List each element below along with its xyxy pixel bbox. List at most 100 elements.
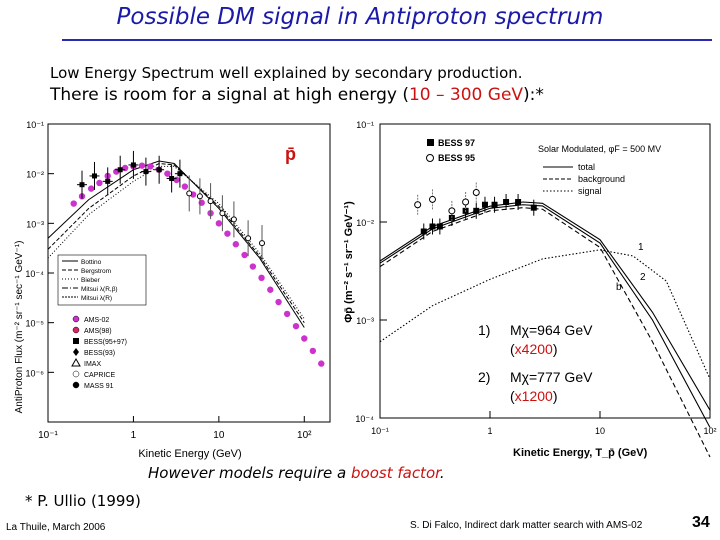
bess-data-point (130, 162, 136, 168)
ams02-data-point (181, 183, 189, 190)
left-figure: 10⁻¹ 1 10 10² 10⁻¹ 10⁻² 10⁻³ 10⁻⁴ 10⁻⁵ 10⁻⁶ p̄ Ki… (10, 112, 345, 467)
ams02-data-point (249, 263, 257, 270)
ams02-data-point (318, 360, 325, 367)
data-legend-marker (72, 326, 80, 334)
bess97-data-point (429, 223, 436, 230)
right-x-tick-label: 1 (487, 426, 492, 436)
bess-data-point (91, 173, 97, 179)
legend-label: BESS 97 (438, 138, 475, 148)
right-y-tick-label: 10⁻³ (356, 316, 374, 326)
page-title: Possible DM signal in Antiproton spectru… (116, 4, 604, 30)
curve-label: 2 (640, 272, 646, 283)
ams02-data-point (241, 251, 248, 259)
bess97-data-point (473, 207, 480, 214)
legend-label: BESS 95 (438, 153, 475, 163)
model-legend-label: Bottino (81, 259, 102, 266)
ams02-data-point (292, 322, 300, 330)
model-1-index: 1) (478, 322, 490, 338)
bess95-data-point (472, 188, 480, 196)
data-legend-label: CAPRICE (84, 372, 115, 379)
bess95-data-point (462, 198, 470, 206)
left-x-tick-label: 1 (131, 430, 137, 441)
citation: * P. Ullio (1999) (25, 492, 141, 510)
intro-line-1: Low Energy Spectrum well explained by se… (50, 64, 523, 82)
legend-title: Solar Modulated, φF = 500 MV (538, 144, 661, 154)
right-y-axis-label: Φp̄ (m⁻² s⁻¹ sr⁻¹ GeV⁻¹) (343, 201, 355, 323)
title-underline (62, 39, 712, 41)
right-x-tick-label: 10 (595, 426, 605, 436)
legend-marker (426, 154, 434, 162)
bess-data-point (143, 169, 149, 175)
bess95-data-point (448, 207, 456, 215)
boost-factor-note: However models require a boost factor. (148, 464, 445, 482)
ams02-data-point (309, 347, 317, 355)
ams02-data-point (283, 310, 291, 318)
ams02-data-point (267, 286, 274, 293)
curve-label: 1 (638, 242, 644, 253)
right-y-tick-label: 10⁻² (356, 218, 374, 228)
data-legend-label: BESS(93) (84, 350, 115, 357)
ams02-data-point (301, 335, 308, 342)
intro-line-2: There is room for a signal at high energ… (50, 85, 544, 105)
model-2-index: 2) (478, 369, 490, 385)
left-y-tick-label: 10⁻⁵ (26, 319, 45, 329)
bess-data-point (79, 182, 85, 188)
left-x-tick-label: 10² (297, 430, 312, 441)
right-y-tick-label: 10⁻⁴ (355, 414, 374, 424)
caprice-data-point (207, 198, 214, 205)
left-x-axis-label: Kinetic Energy (GeV) (138, 448, 241, 460)
data-legend-label: IMAX (84, 361, 101, 368)
caprice-data-point (196, 193, 203, 200)
footer-event: La Thuile, March 2006 (6, 522, 106, 533)
ams02-data-point (87, 185, 95, 192)
ams02-data-point (96, 179, 103, 187)
intro-line-2-prefix: There is room for a signal at high energ… (50, 85, 409, 105)
bess97-data-point (436, 223, 443, 230)
bess95-data-point (414, 201, 422, 209)
bess97-data-point (530, 204, 537, 211)
left-model-curve (47, 163, 305, 323)
model-1-boost-value: x4200 (515, 341, 553, 357)
left-x-tick-label: 10⁻¹ (38, 430, 58, 441)
model-legend-label: Bieber (81, 277, 101, 284)
legend-label: background (578, 174, 625, 184)
intro-line-2-suffix: ):* (523, 85, 544, 105)
data-legend-label: AMS(98) (84, 328, 112, 335)
right-plot-frame (379, 123, 711, 419)
data-legend-marker (72, 315, 80, 323)
bess97-data-point (503, 198, 510, 205)
right-x-tick-label: 10² (703, 426, 716, 436)
footer-author: S. Di Falco, Indirect dark matter search… (410, 520, 643, 531)
bess97-data-point (448, 214, 455, 221)
model-1-boost: (x4200) (510, 341, 558, 357)
legend-marker (427, 139, 434, 146)
legend-label: signal (578, 186, 602, 196)
bess-data-point (177, 171, 183, 177)
model-1-mass: Mχ=964 GeV (510, 322, 593, 338)
pbar-label: p̄ (285, 144, 296, 164)
left-y-tick-label: 10⁻³ (26, 219, 44, 229)
data-legend-label: AMS-02 (84, 317, 109, 324)
bess-data-point (169, 175, 175, 181)
ams02-data-point (224, 230, 231, 237)
boost-note-suffix: . (439, 464, 445, 482)
bess97-data-point (420, 228, 427, 235)
left-y-tick-label: 10⁻⁴ (25, 269, 44, 279)
model-2-boost-value: x1200 (515, 388, 553, 404)
ams02-data-point (173, 176, 180, 184)
model-legend-label: Mitsui λ(R,β) (81, 286, 118, 293)
model-2-boost: (x1200) (510, 388, 558, 404)
ams02-data-point (70, 200, 77, 207)
ams02-data-point (215, 220, 223, 227)
signal-spectrum-chart: 10⁻¹ 1 10 10² 10⁻¹ 10⁻² 10⁻³ 10⁻⁴ Solar Modulat… (343, 120, 717, 459)
model-1-boost-close: ) (553, 341, 558, 357)
left-model-curve (47, 160, 305, 328)
data-legend-marker (72, 381, 80, 389)
model-legend-label: Bergstrom (81, 268, 111, 275)
data-legend-marker (73, 338, 79, 344)
page-number: 34 (692, 514, 710, 531)
model-1-boost-open: ( (510, 341, 515, 357)
bess-data-point (105, 178, 111, 184)
ams02-data-point (121, 164, 129, 172)
bess97-data-point (515, 198, 522, 205)
